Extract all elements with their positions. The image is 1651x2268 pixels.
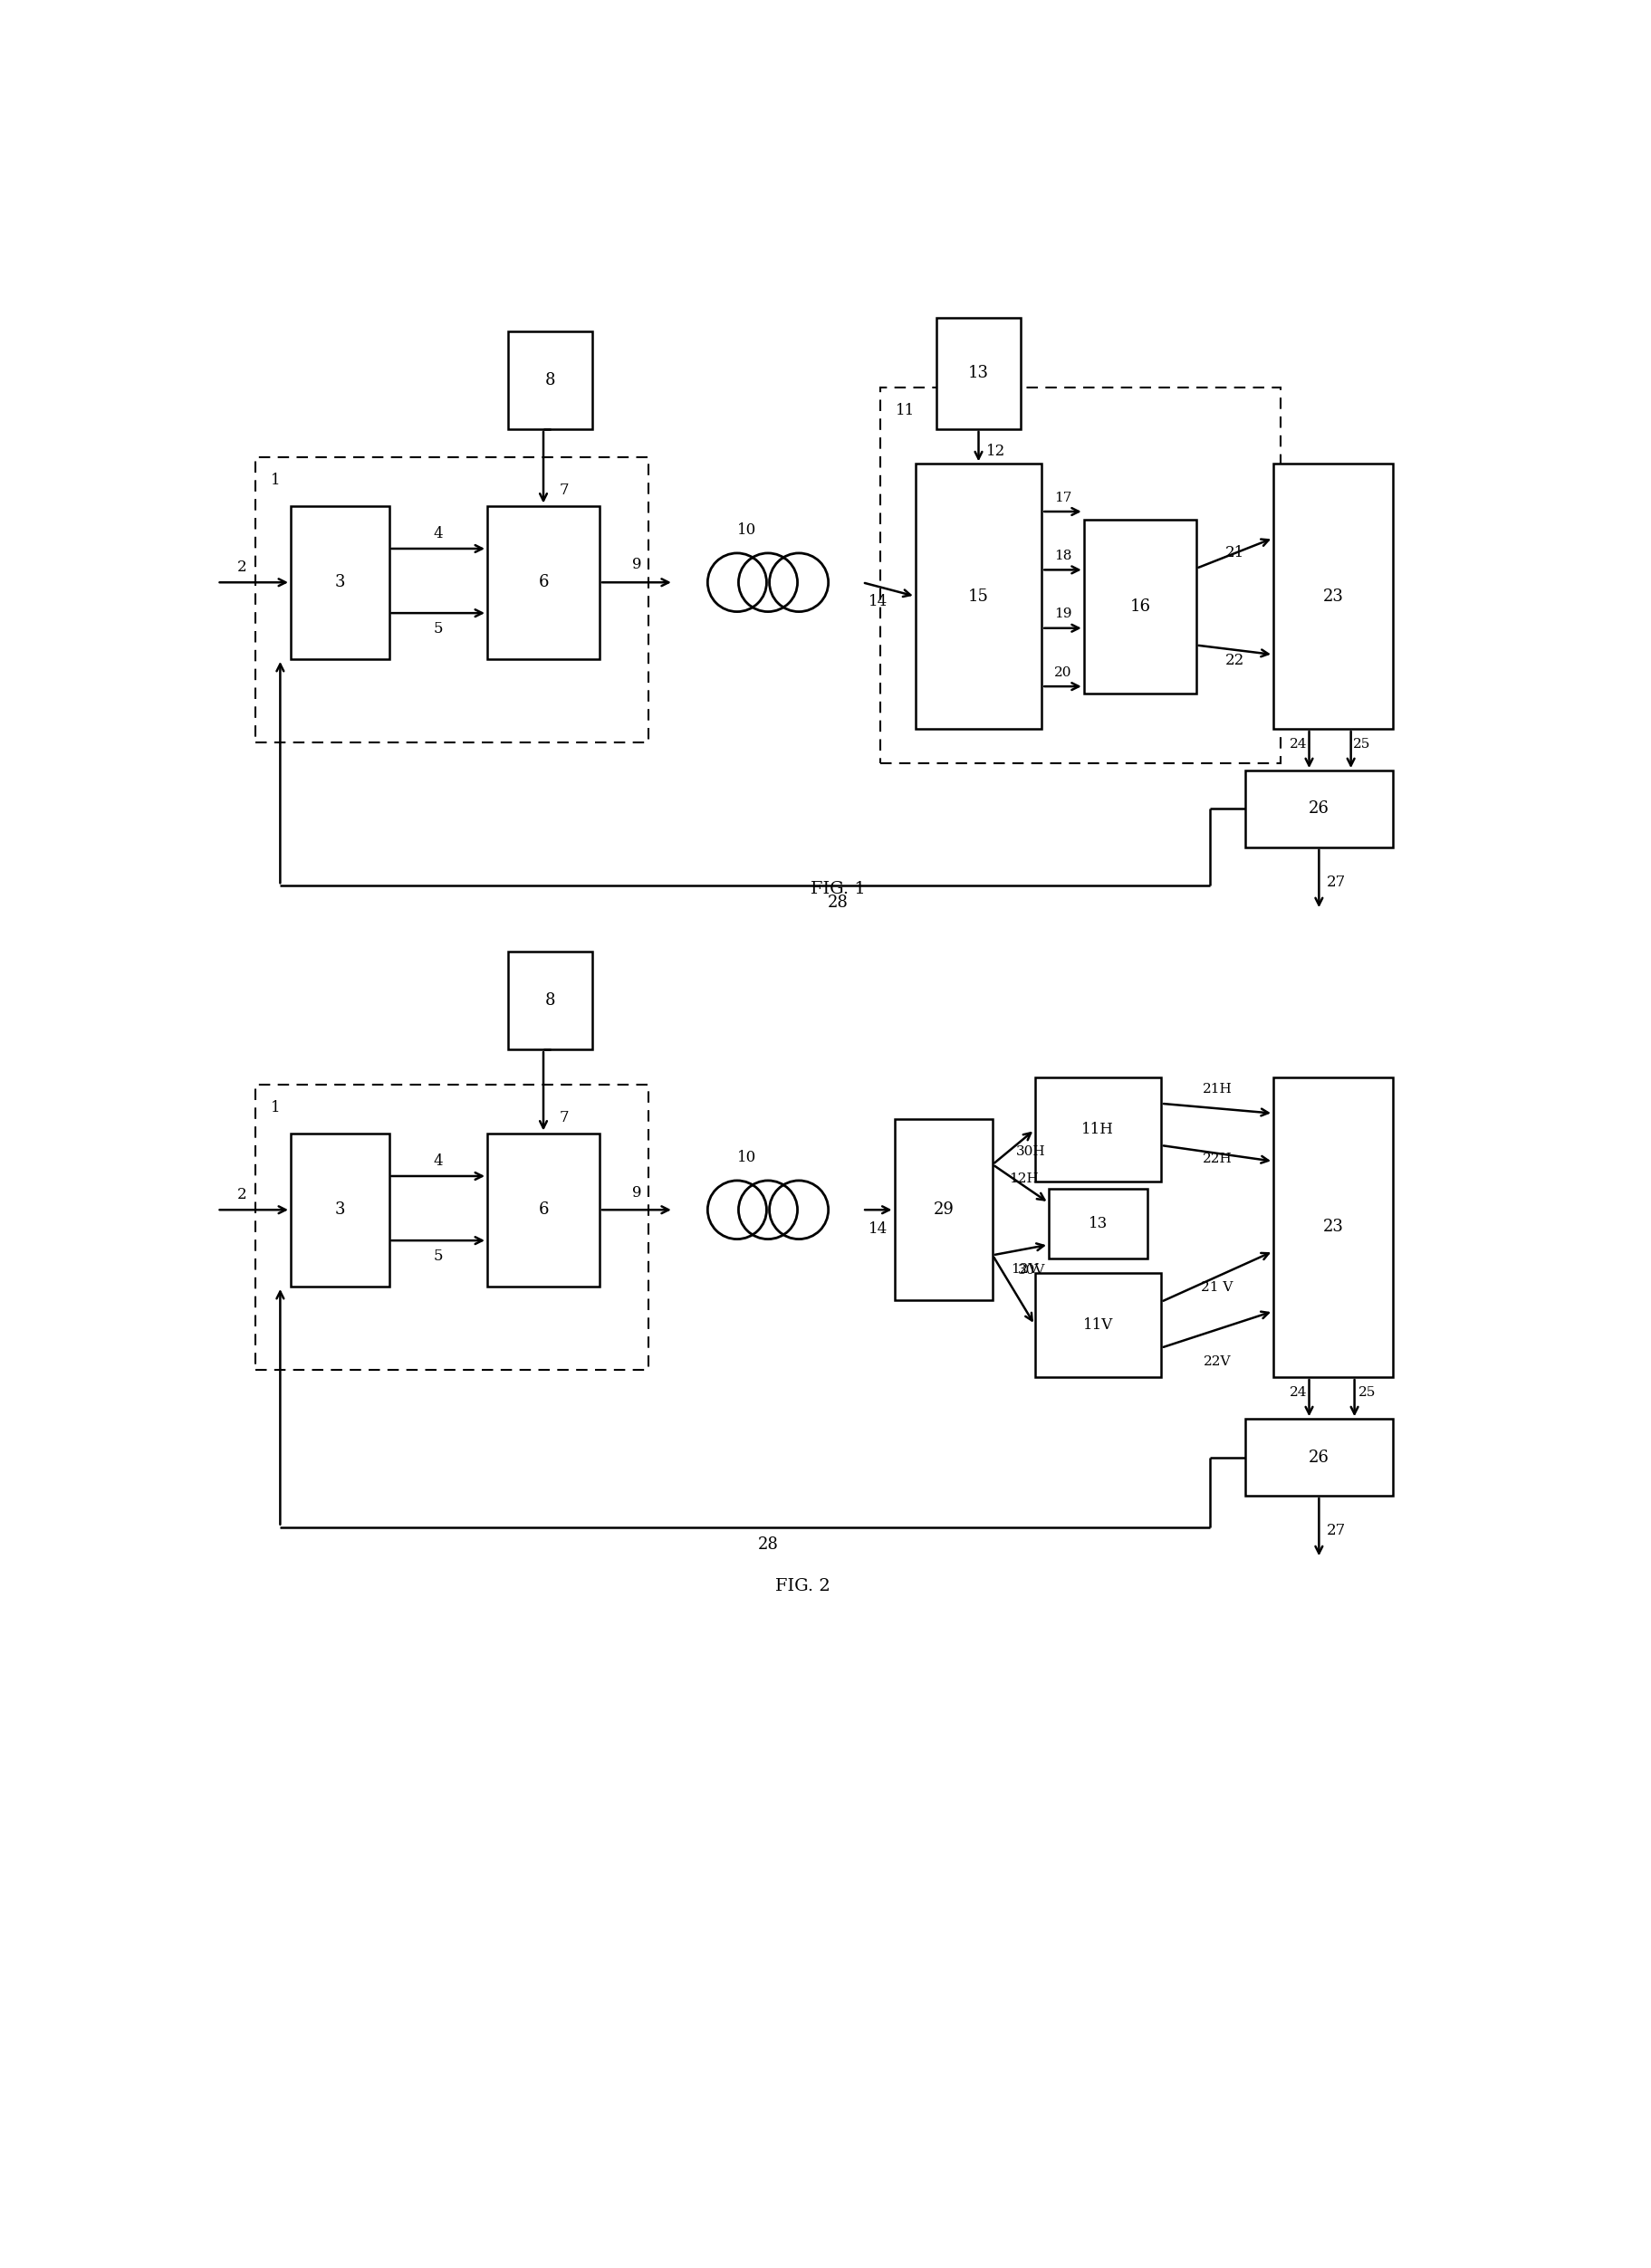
Text: 11V: 11V	[1081, 1318, 1113, 1334]
Bar	[893, 1118, 992, 1300]
Bar	[1273, 1077, 1392, 1377]
Bar	[291, 506, 388, 660]
Text: 12V: 12V	[1010, 1263, 1037, 1275]
Text: 3: 3	[335, 1202, 345, 1218]
Text: 11: 11	[895, 401, 915, 417]
Text: 1: 1	[271, 1100, 281, 1116]
Text: 25: 25	[1357, 1386, 1375, 1399]
Text: 16: 16	[1129, 599, 1149, 615]
Text: 2: 2	[236, 1186, 246, 1202]
Text: 9: 9	[631, 1184, 641, 1200]
Text: 20: 20	[1053, 667, 1071, 678]
Text: 7: 7	[560, 1109, 570, 1125]
Bar	[1083, 519, 1195, 694]
Text: FIG. 2: FIG. 2	[776, 1579, 830, 1594]
Text: 22V: 22V	[1202, 1356, 1230, 1368]
Text: 29: 29	[933, 1202, 953, 1218]
Text: 22H: 22H	[1202, 1152, 1232, 1166]
Bar	[256, 1084, 649, 1370]
Text: 14: 14	[868, 1222, 887, 1236]
Text: 12H: 12H	[1009, 1173, 1037, 1184]
Text: 12: 12	[986, 445, 1005, 458]
Text: 30H: 30H	[1015, 1145, 1045, 1159]
Text: 26: 26	[1308, 1449, 1329, 1465]
Text: 8: 8	[545, 993, 555, 1009]
Text: 24: 24	[1289, 1386, 1306, 1399]
Bar	[1245, 1420, 1392, 1495]
Text: 21H: 21H	[1202, 1084, 1232, 1095]
Text: 23: 23	[1322, 1220, 1342, 1236]
Bar	[487, 506, 599, 660]
Text: 21 V: 21 V	[1200, 1281, 1233, 1295]
Text: 21: 21	[1225, 544, 1243, 560]
Bar	[487, 1134, 599, 1286]
Text: 14: 14	[868, 594, 887, 610]
Bar	[509, 331, 593, 429]
Text: 5: 5	[433, 621, 442, 635]
Text: 23: 23	[1322, 587, 1342, 606]
Text: 28: 28	[827, 896, 849, 912]
Text: 13: 13	[967, 365, 989, 381]
Text: 24: 24	[1289, 737, 1306, 751]
Bar	[880, 388, 1280, 764]
Text: 27: 27	[1326, 1522, 1346, 1538]
Text: 4: 4	[433, 1152, 442, 1168]
Text: 19: 19	[1053, 608, 1071, 621]
Text: 3: 3	[335, 574, 345, 590]
Text: 28: 28	[758, 1535, 778, 1554]
Bar	[256, 456, 649, 742]
Text: 10: 10	[736, 522, 756, 538]
Text: 8: 8	[545, 372, 555, 388]
Text: 17: 17	[1053, 492, 1071, 503]
Bar	[1034, 1272, 1161, 1377]
Text: 15: 15	[967, 587, 989, 606]
Bar	[291, 1134, 388, 1286]
Text: 6: 6	[538, 1202, 548, 1218]
Text: 1: 1	[271, 472, 281, 488]
Text: 5: 5	[433, 1247, 442, 1263]
Bar	[509, 953, 593, 1050]
Text: FIG. 1: FIG. 1	[811, 880, 865, 898]
Bar	[915, 465, 1042, 728]
Text: 7: 7	[560, 483, 570, 499]
Text: 2: 2	[236, 560, 246, 574]
Bar	[1048, 1188, 1146, 1259]
Text: 18: 18	[1053, 549, 1071, 562]
Text: 25: 25	[1352, 737, 1369, 751]
Text: 6: 6	[538, 574, 548, 590]
Bar	[936, 318, 1020, 429]
Text: 4: 4	[433, 526, 442, 542]
Bar	[1034, 1077, 1161, 1182]
Text: 13: 13	[1088, 1216, 1106, 1232]
Text: 11H: 11H	[1081, 1123, 1113, 1136]
Text: 30V: 30V	[1017, 1263, 1045, 1277]
Text: 22: 22	[1225, 653, 1243, 669]
Text: 26: 26	[1308, 801, 1329, 816]
Text: 27: 27	[1326, 875, 1346, 889]
Text: 10: 10	[736, 1150, 756, 1166]
Bar	[1273, 465, 1392, 728]
Bar	[1245, 771, 1392, 848]
Text: 9: 9	[631, 558, 641, 572]
